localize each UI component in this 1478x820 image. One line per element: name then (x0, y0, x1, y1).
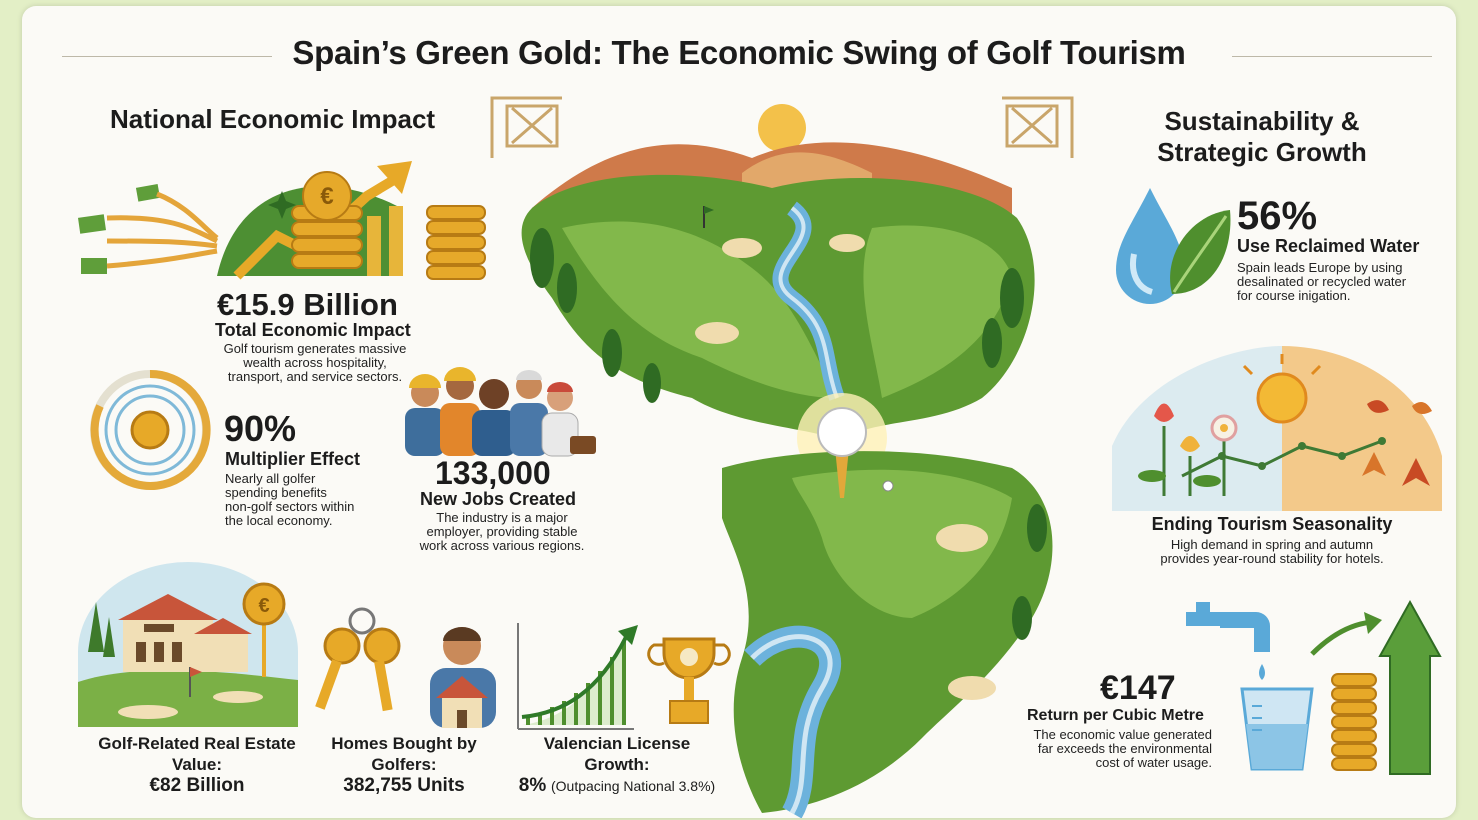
license-caption: Valencian License Growth: 8% (Outpacing … (518, 734, 716, 796)
page-title: Spain’s Green Gold: The Economic Swing o… (292, 34, 1186, 71)
ripple-target-icon (90, 369, 211, 490)
water-leaf-icon (1116, 188, 1231, 304)
keys-house-icon (315, 607, 496, 728)
left-heading: National Economic Impact (110, 104, 436, 134)
total-impact-value: €15.9 Billion (217, 287, 398, 322)
jobs-label: New Jobs Created (420, 489, 577, 509)
golf-course-map-icon (490, 96, 1074, 818)
euro-symbol: € (258, 595, 269, 617)
reclaimed-water-label: Use Reclaimed Water (1237, 236, 1420, 256)
return-label: Return per Cubic Metre (1027, 707, 1204, 724)
multiplier-value: 90% (224, 408, 297, 449)
right-heading: Sustainability & Strategic Growth (1157, 106, 1367, 167)
villa-icon: € (78, 562, 298, 727)
homes-caption: Homes Bought by Golfers: 382,755 Units (331, 734, 477, 796)
total-impact-desc: Golf tourism generates massive wealth acr… (223, 341, 407, 384)
real-estate-caption: Golf-Related Real Estate Value: €82 Bill… (98, 734, 296, 796)
reclaimed-water-desc: Spain leads Europe by using desalinated o… (1237, 260, 1407, 303)
reclaimed-water-value: 56% (1237, 194, 1318, 238)
return-value: €147 (1100, 669, 1176, 707)
tap-coins-icon (1186, 599, 1442, 775)
multiplier-label: Multiplier Effect (225, 449, 361, 469)
seasons-icon (1112, 346, 1442, 511)
title-rule-left (62, 56, 272, 57)
euro-symbol: € (320, 183, 333, 210)
jobs-value: 133,000 (435, 455, 551, 491)
money-growth-icon: € (78, 161, 486, 280)
workers-icon (405, 367, 596, 457)
growth-trophy-icon (517, 623, 731, 730)
multiplier-desc: Nearly all golfer spending benefits non-go… (225, 471, 355, 528)
jobs-desc: The industry is a major employer, providi… (419, 510, 585, 553)
title-rule-right (1232, 56, 1432, 57)
return-desc: The economic value generated far exceeds … (1033, 727, 1212, 770)
seasonality-desc: High demand in spring and autumn provides… (1160, 537, 1384, 566)
total-impact-label: Total Economic Impact (215, 320, 411, 340)
seasonality-label: Ending Tourism Seasonality (1151, 514, 1393, 534)
infographic-card: Spain’s Green Gold: The Economic Swing o… (22, 6, 1456, 818)
